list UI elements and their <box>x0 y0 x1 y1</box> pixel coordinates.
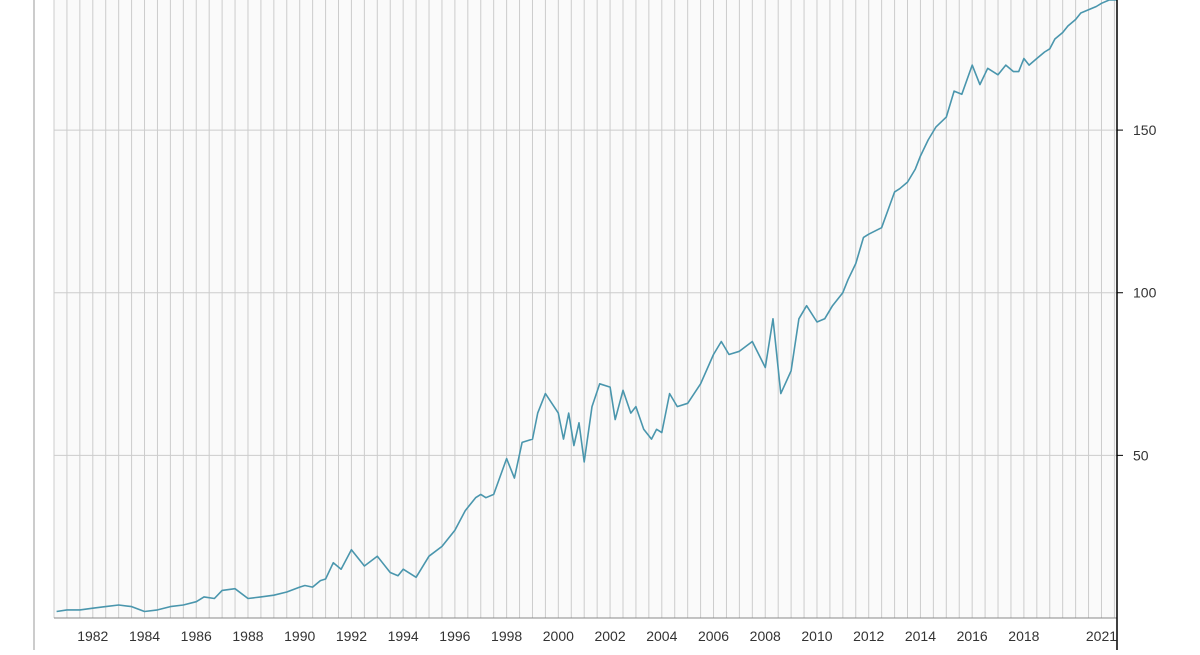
x-tick-label: 2012 <box>853 628 884 644</box>
x-tick-label: 2014 <box>905 628 936 644</box>
y-tick-label: 150 <box>1133 122 1157 138</box>
x-tick-label: 2008 <box>750 628 781 644</box>
x-tick-label: 2018 <box>1008 628 1039 644</box>
y-tick-label: 100 <box>1133 285 1157 301</box>
x-tick-label: 1996 <box>439 628 470 644</box>
x-tick-label: 2006 <box>698 628 729 644</box>
x-tick-label: 1982 <box>77 628 108 644</box>
x-tick-label: 2021 <box>1086 628 1117 644</box>
x-tick-label: 1992 <box>336 628 367 644</box>
x-tick-label: 2000 <box>543 628 574 644</box>
y-tick-label: 50 <box>1133 447 1149 463</box>
x-tick-label: 1986 <box>181 628 212 644</box>
x-tick-label: 2002 <box>594 628 625 644</box>
x-tick-label: 1998 <box>491 628 522 644</box>
x-tick-label: 1994 <box>388 628 419 644</box>
x-tick-label: 2010 <box>801 628 832 644</box>
x-tick-label: 2016 <box>957 628 988 644</box>
series-line <box>56 0 1117 613</box>
x-tick-label: 1988 <box>232 628 263 644</box>
plot-area <box>54 0 1117 618</box>
x-tick-label: 1990 <box>284 628 315 644</box>
x-tick-label: 1984 <box>129 628 160 644</box>
x-tick-label: 2004 <box>646 628 677 644</box>
